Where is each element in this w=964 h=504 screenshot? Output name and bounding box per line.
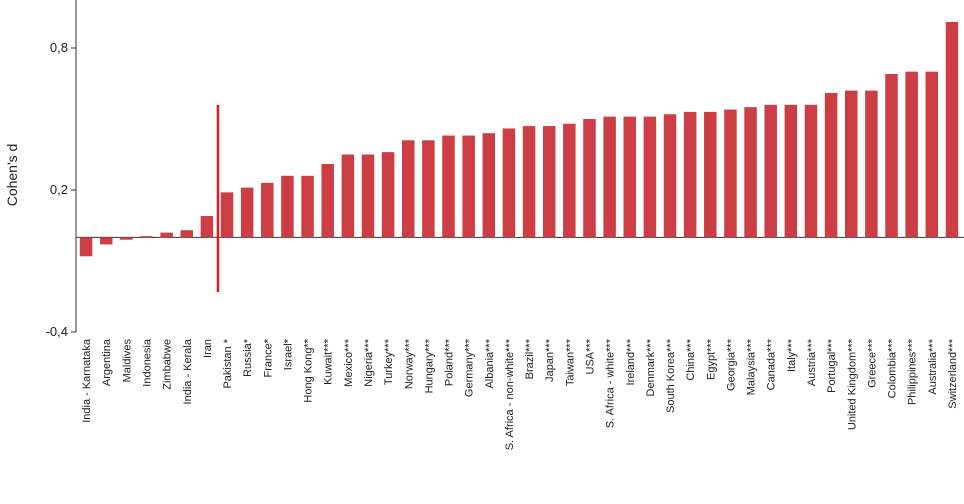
- category-label: Kuwait***: [323, 338, 335, 385]
- category-label: Indonesia: [141, 338, 153, 387]
- category-label: Argentina: [101, 338, 113, 386]
- bar: [945, 21, 959, 238]
- y-axis-title: Cohen's d: [4, 144, 20, 207]
- category-label: China***: [685, 338, 697, 380]
- y-tick-label: -0,4: [46, 324, 68, 339]
- bar: [442, 135, 455, 238]
- category-label: Australia***: [927, 338, 939, 394]
- bar: [784, 104, 798, 238]
- category-label: India - Kerala: [182, 338, 194, 404]
- bar: [522, 126, 536, 238]
- y-tick-label: 0,2: [50, 182, 68, 197]
- category-label: Maldives: [121, 339, 133, 383]
- bar: [643, 116, 657, 238]
- category-label: Pakistan *: [222, 338, 234, 388]
- category-label: USA***: [584, 338, 596, 374]
- bar: [79, 237, 93, 257]
- category-label: Switzerland***: [947, 338, 959, 408]
- bar: [462, 135, 475, 238]
- category-label: Taiwan***: [564, 338, 576, 386]
- category-label: Germany***: [464, 338, 476, 397]
- category-label: Colombia***: [887, 338, 899, 398]
- category-label: Georgia***: [725, 338, 737, 391]
- bar: [200, 216, 214, 238]
- bar: [563, 123, 576, 238]
- category-label: United Kingdom***: [846, 338, 858, 430]
- bar: [623, 116, 636, 238]
- bar: [361, 154, 375, 238]
- category-label: South Korea***: [665, 338, 677, 413]
- bar: [180, 230, 193, 238]
- bar: [160, 232, 173, 238]
- category-label: Japan***: [544, 338, 556, 382]
- bar: [603, 116, 616, 238]
- category-label: Portugal***: [826, 338, 838, 393]
- bar: [422, 140, 435, 238]
- bar: [220, 192, 234, 238]
- bar: [744, 107, 757, 238]
- bar: [583, 119, 596, 238]
- category-label: S. Africa - white***: [605, 338, 617, 428]
- bar: [502, 128, 516, 238]
- category-label: Zimbabwe: [162, 339, 174, 390]
- category-label: Israel*: [282, 338, 294, 370]
- category-label: Italy***: [786, 338, 798, 372]
- category-label: Nigeria***: [363, 338, 375, 386]
- category-label: Ireland***: [625, 338, 637, 385]
- bar: [925, 71, 939, 238]
- bar: [845, 90, 858, 238]
- bar: [482, 133, 496, 238]
- category-label: Iran: [202, 339, 214, 358]
- category-labels: India - Karnataka Argentina Maldives Indone…: [81, 338, 959, 450]
- bar: [99, 237, 113, 245]
- bar: [885, 74, 898, 238]
- category-label: Egypt***: [705, 338, 717, 380]
- bar: [240, 187, 254, 238]
- category-label: Norway***: [403, 338, 415, 389]
- bar: [120, 237, 133, 240]
- category-label: Austria***: [806, 338, 818, 386]
- category-label: Denmark***: [645, 338, 657, 396]
- bar: [724, 109, 737, 238]
- category-label: France*: [262, 338, 274, 377]
- category-label: India - Karnataka: [81, 338, 93, 423]
- bar: [140, 236, 153, 238]
- y-tick-label: 0,8: [50, 40, 68, 55]
- category-label: Hong Kong**: [303, 338, 315, 402]
- bars: [79, 21, 959, 292]
- bar: [663, 114, 677, 238]
- category-label: Canada***: [766, 338, 778, 390]
- bar: [381, 152, 395, 238]
- category-label: Mexico***: [343, 338, 355, 386]
- category-label: Albania***: [484, 338, 496, 388]
- category-label: Turkey***: [383, 338, 395, 385]
- bar: [683, 111, 697, 238]
- bar: [542, 126, 556, 238]
- category-label: Hungary***: [423, 338, 435, 393]
- bar: [281, 175, 294, 238]
- category-label: Malaysia***: [746, 338, 758, 395]
- bar: [905, 71, 918, 238]
- bar: [865, 90, 878, 238]
- bar: [321, 163, 334, 238]
- category-label: Greece***: [866, 338, 878, 388]
- category-label: Russia*: [242, 338, 254, 377]
- bar: [704, 111, 717, 238]
- category-label: Poland***: [444, 338, 456, 386]
- category-label: Philippines***: [907, 338, 919, 405]
- bar: [402, 140, 415, 238]
- category-label: Brazil***: [524, 338, 536, 379]
- bar: [804, 104, 818, 238]
- bar: [824, 92, 838, 238]
- bar: [261, 182, 274, 238]
- bar: [341, 154, 355, 238]
- category-label: S. Africa - non-white***: [504, 338, 516, 450]
- bar: [301, 175, 314, 238]
- bar: [764, 104, 777, 238]
